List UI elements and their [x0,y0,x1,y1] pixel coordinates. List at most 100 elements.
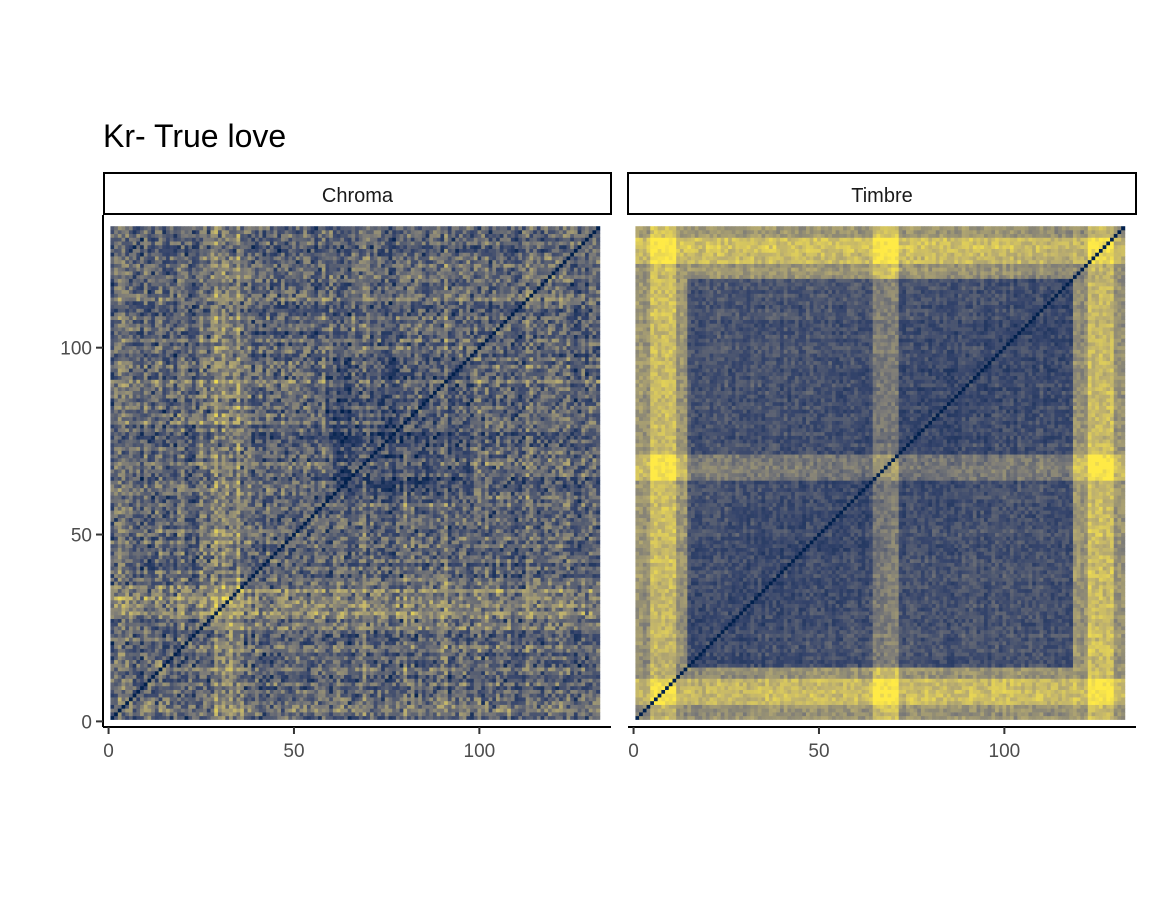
heatmap-cell [240,315,245,320]
heatmap-cell [214,689,219,694]
heatmap-cell [225,327,230,332]
heatmap-cell [180,480,185,485]
heatmap-cell [140,383,145,388]
heatmap-cell [128,484,134,489]
heatmap-cell [229,685,234,690]
heatmap-cell [177,495,182,500]
heatmap-cell [154,323,159,328]
heatmap-cell [177,271,182,276]
heatmap-cell [199,629,204,634]
heatmap-cell [140,401,145,406]
heatmap-cell [177,465,182,470]
heatmap-cell [240,573,245,578]
heatmap-cell [110,476,115,481]
heatmap-cell [229,312,234,317]
heatmap-cell [240,353,245,358]
heatmap-cell [199,603,204,608]
heatmap-cell [210,637,215,642]
heatmap-cell [225,689,230,694]
heatmap-cell [221,517,226,522]
heatmap-cell [221,581,226,586]
heatmap-cell [110,603,115,608]
heatmap-cell [236,342,241,347]
heatmap-cell [136,528,141,534]
heatmap-cell [151,364,156,369]
heatmap-cell [143,555,148,560]
heatmap-cell [210,323,215,328]
heatmap-cell [217,431,223,436]
heatmap-cell [210,413,215,418]
heatmap-cell [110,551,115,556]
heatmap-cell [143,368,148,373]
heatmap-cell [136,379,141,384]
heatmap-cell [158,577,163,582]
heatmap-cell [132,454,137,459]
heatmap-cell [195,271,200,276]
heatmap-cell [240,304,245,309]
heatmap-cell [177,693,182,698]
heatmap-cell [195,622,200,627]
heatmap-cell [243,682,248,687]
heatmap-cell [243,484,248,489]
heatmap-cell [195,274,200,279]
heatmap-cell [184,547,189,552]
heatmap-cell [247,562,252,567]
heatmap-cell [151,398,156,403]
heatmap-cell [143,424,148,429]
heatmap-cell [229,566,234,571]
heatmap-cell [128,297,134,302]
heatmap-cell [136,682,141,687]
heatmap-cell [229,297,234,302]
heatmap-cell [195,252,200,257]
heatmap-cell [206,588,211,593]
heatmap-cell [125,431,130,436]
heatmap-cell [169,379,174,384]
heatmap-cell [232,248,237,253]
heatmap-cell [169,693,174,698]
heatmap-cell [132,371,137,377]
heatmap-cell [214,487,219,492]
heatmap-cell [147,558,152,563]
heatmap-cell [188,271,193,276]
heatmap-cell [162,704,167,709]
heatmap-cell [221,558,226,563]
heatmap-cell [221,349,226,354]
heatmap-cell [203,611,208,616]
heatmap-cell [188,697,193,702]
heatmap-cell [214,442,219,448]
heatmap-cell [121,599,126,605]
heatmap-cell [114,618,119,623]
heatmap-cell [114,293,119,298]
heatmap-cell [206,342,211,347]
heatmap-cell [151,528,156,534]
heatmap-cell [128,357,134,362]
heatmap-cell [188,592,193,597]
heatmap-cell [117,495,122,500]
heatmap-cell [166,543,171,548]
heatmap-cell [147,342,152,347]
heatmap-cell [128,629,134,634]
heatmap-cell [173,517,178,522]
heatmap-cell [110,244,115,249]
heatmap-cell [229,226,234,231]
heatmap-cell [221,633,226,638]
heatmap-cell [203,248,208,253]
heatmap-cell [143,525,148,530]
heatmap-cell [229,237,234,242]
heatmap-cell [136,499,141,504]
heatmap-cell [203,267,208,272]
heatmap-cell [199,596,204,601]
heatmap-cell [128,513,134,519]
heatmap-cell [243,345,248,350]
heatmap-cell [195,304,200,309]
heatmap-cell [125,685,130,690]
heatmap-cell [136,588,141,593]
heatmap-cell [210,499,215,504]
heatmap-cell [217,241,223,246]
heatmap-cell [169,596,174,601]
heatmap-cell [243,431,248,436]
heatmap-cell [117,289,122,294]
heatmap-cell [243,271,248,276]
heatmap-cell [151,368,156,373]
